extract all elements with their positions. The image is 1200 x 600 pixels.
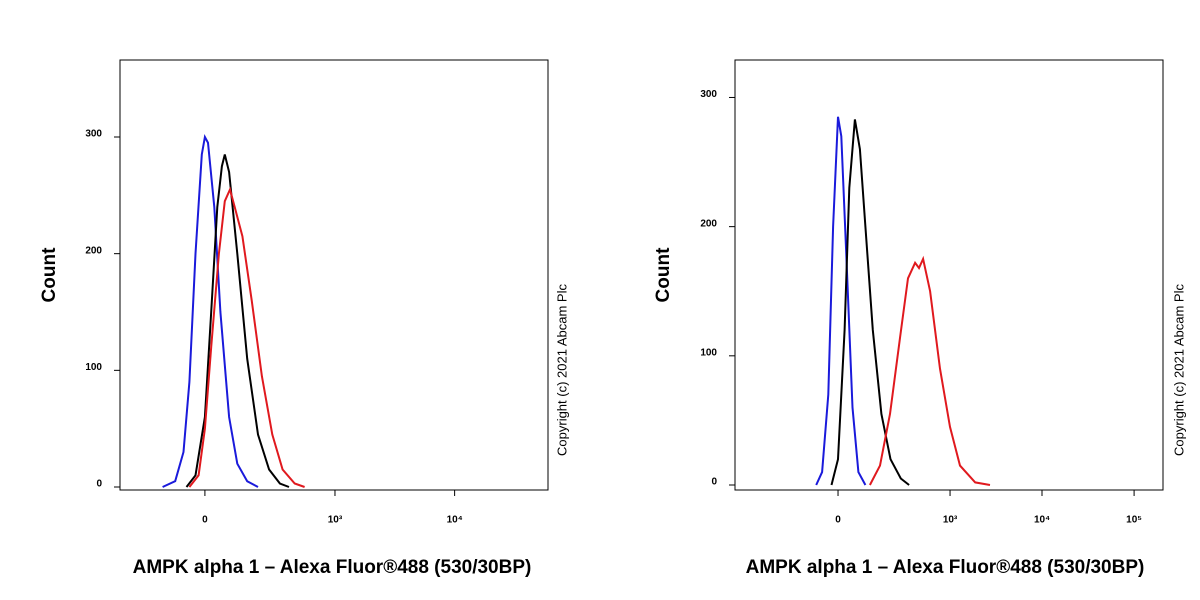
y-axis-title: Count — [653, 247, 674, 303]
x-axis-title: AMPK alpha 1 – Alexa Fluor®488 (530/30BP… — [746, 557, 1145, 578]
x-tick-label: 10⁵ — [1126, 515, 1142, 526]
y-axis-title: Count — [39, 247, 60, 303]
panel: 0 100 200 300 0 10³ 10⁴ Count Copyright (c) 2021… — [39, 59, 569, 578]
x-tick-label: 10⁴ — [447, 515, 463, 526]
x-tick-label: 10³ — [943, 515, 958, 526]
y-tick-label: 300 — [700, 89, 717, 100]
x-axis-title: AMPK alpha 1 – Alexa Fluor®488 (530/30BP… — [133, 557, 532, 578]
y-tick-label: 100 — [700, 347, 717, 358]
x-tick-label: 10⁴ — [1034, 515, 1050, 526]
histogram-line — [185, 154, 290, 488]
histogram-line — [869, 255, 991, 486]
panel: 0 100 200 300 0 10³ 10⁴ 10⁵ Count Copyright (c) 2… — [653, 59, 1186, 578]
y-tick-label: 0 — [96, 479, 102, 490]
plot-frame — [734, 59, 1164, 491]
histogram-line — [815, 116, 867, 486]
plot-frame — [119, 59, 549, 491]
x-tick-label: 0 — [835, 515, 841, 526]
y-tick-label: 0 — [711, 477, 717, 488]
x-tick-label: 0 — [202, 515, 208, 526]
x-tick-label: 10³ — [328, 515, 343, 526]
histogram-line — [188, 186, 305, 488]
y-tick-label: 200 — [700, 218, 717, 229]
histogram-line — [830, 119, 910, 486]
y-tick-label: 100 — [85, 362, 102, 373]
y-tick-label: 300 — [85, 129, 102, 140]
histogram-line — [162, 133, 259, 488]
copyright: Copyright (c) 2021 Abcam Plc — [1171, 284, 1186, 456]
copyright: Copyright (c) 2021 Abcam Plc — [554, 284, 569, 456]
y-tick-label: 200 — [85, 245, 102, 256]
